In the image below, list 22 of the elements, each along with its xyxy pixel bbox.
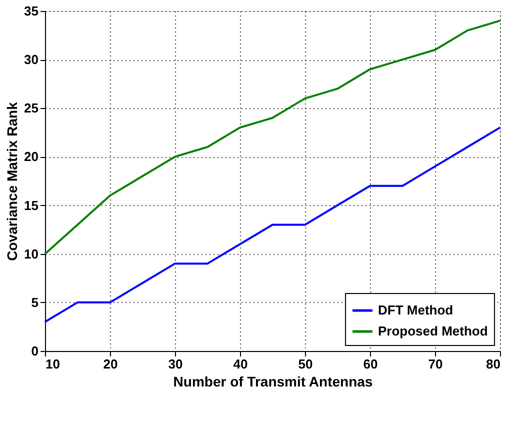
x-tick-label: 60 xyxy=(363,356,378,372)
x-tick-label: 70 xyxy=(428,356,443,372)
x-tick-label: 20 xyxy=(103,356,118,372)
y-tick-label: 15 xyxy=(24,198,38,213)
line-series xyxy=(44,20,501,255)
y-tick-label: 5 xyxy=(31,294,38,310)
y-tick-label: 10 xyxy=(24,246,38,262)
legend-label: Proposed Method xyxy=(378,324,488,338)
x-tick-label: 80 xyxy=(486,356,500,372)
x-tick-label: 40 xyxy=(233,356,248,372)
y-tick-label: 25 xyxy=(24,100,38,116)
y-tick-label: 30 xyxy=(24,52,38,68)
y-tick-label: 0 xyxy=(31,344,38,358)
x-tick-label: 10 xyxy=(46,356,60,372)
x-tick-label: 30 xyxy=(168,356,183,372)
legend-label: DFT Method xyxy=(378,302,454,318)
y-tick-label: 35 xyxy=(24,4,38,18)
x-tick-label: 50 xyxy=(298,356,313,372)
x-axis-title: Number of Transmit Antennas xyxy=(173,374,373,390)
y-axis-title: Covariance Matrix Rank xyxy=(4,102,20,261)
y-tick-label: 20 xyxy=(24,149,38,164)
line-series xyxy=(44,126,501,323)
